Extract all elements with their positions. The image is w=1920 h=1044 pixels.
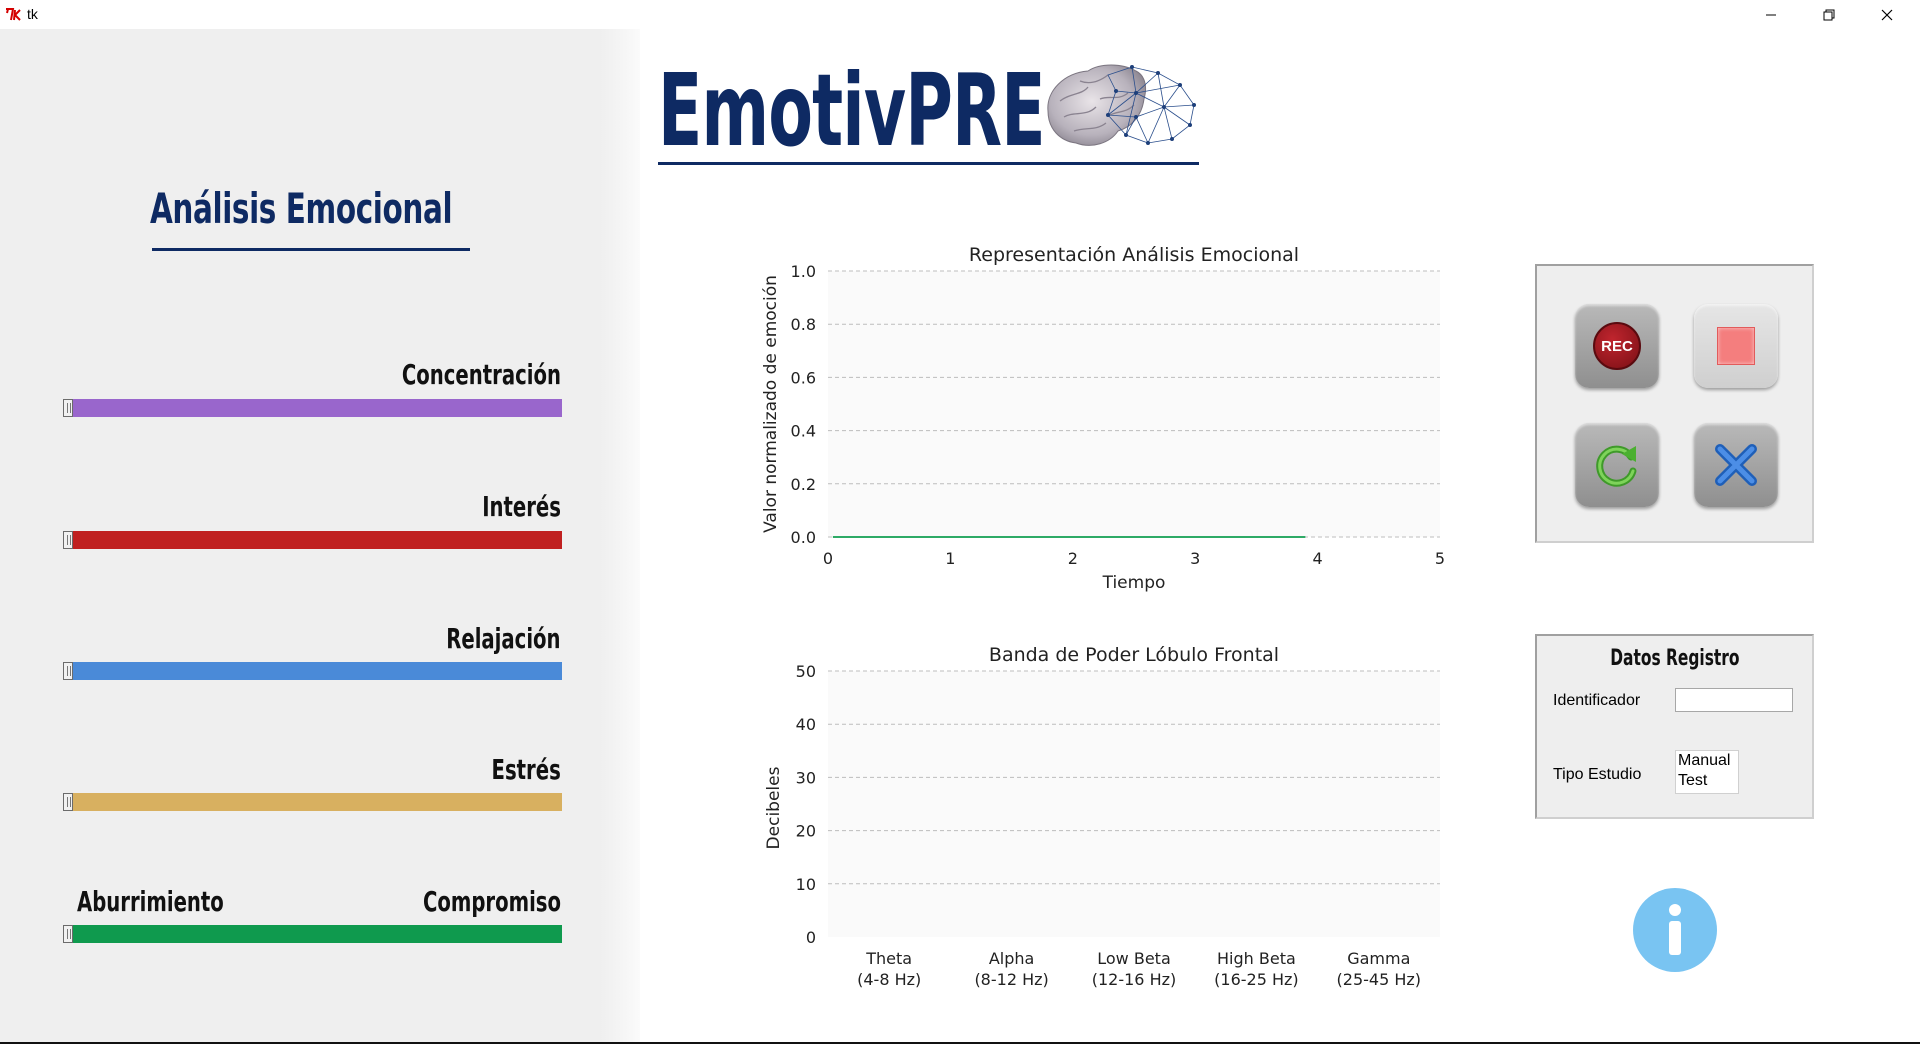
y-axis-label: Decibeles bbox=[764, 766, 784, 849]
stop-button[interactable] bbox=[1694, 304, 1778, 388]
info-icon bbox=[1669, 904, 1681, 955]
chart-title: Representación Análisis Emocional bbox=[969, 244, 1299, 266]
y-tick-label: 50 bbox=[796, 662, 816, 681]
recording-controls-panel: REC bbox=[1535, 264, 1814, 543]
y-tick-label: 0.2 bbox=[791, 475, 816, 494]
plot-area bbox=[828, 271, 1440, 537]
y-axis-label: Valor normalizado de emoción bbox=[761, 275, 781, 533]
emotion-line-chart: 0.0 0.2 0.4 0.6 0.8 1.0 0 1 2 3 4 5 Representación… bbox=[761, 244, 1445, 593]
relaxation-label: Relajación bbox=[446, 622, 561, 655]
x-tick-label: Theta bbox=[865, 949, 912, 968]
y-tick-label: 1.0 bbox=[791, 262, 816, 281]
y-tick-label: 0.4 bbox=[791, 422, 816, 441]
close-icon bbox=[1715, 444, 1757, 486]
y-tick-label: 10 bbox=[796, 875, 816, 894]
boredom-label: Aburrimiento bbox=[77, 885, 224, 918]
registry-title: Datos Registro bbox=[1609, 646, 1740, 671]
brain-network-icon bbox=[1047, 64, 1196, 146]
info-button[interactable] bbox=[1633, 888, 1717, 972]
x-tick-label: 1 bbox=[945, 549, 955, 568]
study-type-listbox[interactable]: Manual Test bbox=[1675, 750, 1739, 794]
window-bottom-edge bbox=[0, 1042, 1920, 1044]
window-title: tk bbox=[27, 6, 38, 22]
x-axis-label: Tiempo bbox=[1102, 573, 1166, 593]
study-option-test[interactable]: Test bbox=[1678, 772, 1708, 789]
stress-slider-track[interactable] bbox=[64, 793, 562, 811]
emotion-analysis-title: Análisis Emocional bbox=[150, 184, 453, 233]
title-bar: tk bbox=[0, 0, 1920, 29]
y-tick-label: 0 bbox=[806, 928, 816, 947]
minimize-button[interactable] bbox=[1742, 0, 1800, 29]
concentration-label: Concentración bbox=[401, 358, 561, 391]
refresh-icon bbox=[1596, 445, 1637, 487]
interest-slider-handle[interactable] bbox=[63, 531, 73, 549]
x-tick-range: (12-16 Hz) bbox=[1092, 970, 1177, 989]
x-tick-label: 3 bbox=[1190, 549, 1200, 568]
study-option-manual[interactable]: Manual bbox=[1678, 752, 1731, 769]
x-tick-label: 5 bbox=[1435, 549, 1445, 568]
x-tick-label: 0 bbox=[823, 549, 833, 568]
registry-data-panel: Datos Registro Identificador Tipo Estudi… bbox=[1535, 634, 1814, 819]
y-tick-label: 20 bbox=[796, 822, 816, 841]
x-tick-range: (8-12 Hz) bbox=[974, 970, 1048, 989]
app-logo-text: EmotivPRE bbox=[658, 52, 1046, 169]
x-tick-label: Low Beta bbox=[1097, 949, 1171, 968]
identifier-input[interactable] bbox=[1675, 688, 1793, 712]
x-tick-label: High Beta bbox=[1217, 949, 1296, 968]
x-tick-label: 4 bbox=[1313, 549, 1323, 568]
logo-underline bbox=[658, 162, 1199, 165]
concentration-slider-handle[interactable] bbox=[63, 399, 73, 417]
tk-logo-icon bbox=[6, 8, 21, 21]
x-tick-label: 2 bbox=[1068, 549, 1078, 568]
engagement-label: Compromiso bbox=[422, 885, 561, 918]
record-icon: REC bbox=[1593, 322, 1641, 370]
x-tick-label: Alpha bbox=[989, 949, 1035, 968]
engagement-slider-handle[interactable] bbox=[63, 925, 73, 943]
title-underline bbox=[152, 248, 470, 251]
y-tick-label: 0.0 bbox=[791, 528, 816, 547]
restore-icon bbox=[1823, 9, 1835, 20]
x-tick-range: (25-45 Hz) bbox=[1337, 970, 1422, 989]
refresh-button[interactable] bbox=[1575, 423, 1659, 507]
relaxation-slider-track[interactable] bbox=[64, 662, 562, 680]
x-tick-label: Gamma bbox=[1347, 949, 1410, 968]
chart-title: Banda de Poder Lóbulo Frontal bbox=[989, 644, 1279, 666]
window-close-button[interactable] bbox=[1858, 0, 1916, 29]
concentration-slider-track[interactable] bbox=[64, 399, 562, 417]
engagement-slider-track[interactable] bbox=[64, 925, 562, 943]
y-tick-label: 0.8 bbox=[791, 315, 816, 334]
interest-slider-track[interactable] bbox=[64, 531, 562, 549]
cancel-button[interactable] bbox=[1694, 423, 1778, 507]
record-button[interactable]: REC bbox=[1575, 304, 1659, 388]
x-tick-range: (4-8 Hz) bbox=[857, 970, 921, 989]
stress-slider-handle[interactable] bbox=[63, 793, 73, 811]
y-tick-label: 40 bbox=[796, 715, 816, 734]
relaxation-slider-handle[interactable] bbox=[63, 662, 73, 680]
stress-label: Estrés bbox=[491, 753, 561, 786]
x-tick-range: (16-25 Hz) bbox=[1214, 970, 1299, 989]
restore-button[interactable] bbox=[1800, 0, 1858, 29]
identifier-label: Identificador bbox=[1553, 692, 1641, 709]
plot-area bbox=[828, 671, 1440, 937]
minimize-icon bbox=[1766, 14, 1776, 15]
y-tick-label: 30 bbox=[796, 768, 816, 787]
stop-icon bbox=[1717, 327, 1755, 365]
interest-label: Interés bbox=[482, 490, 561, 523]
close-icon bbox=[1881, 9, 1893, 20]
band-power-bar-chart: 0 10 20 30 40 50 Theta (4-8 Hz) Alpha (8-12 Hz) L… bbox=[764, 644, 1440, 989]
study-type-label: Tipo Estudio bbox=[1553, 766, 1642, 783]
y-tick-label: 0.6 bbox=[791, 368, 816, 387]
